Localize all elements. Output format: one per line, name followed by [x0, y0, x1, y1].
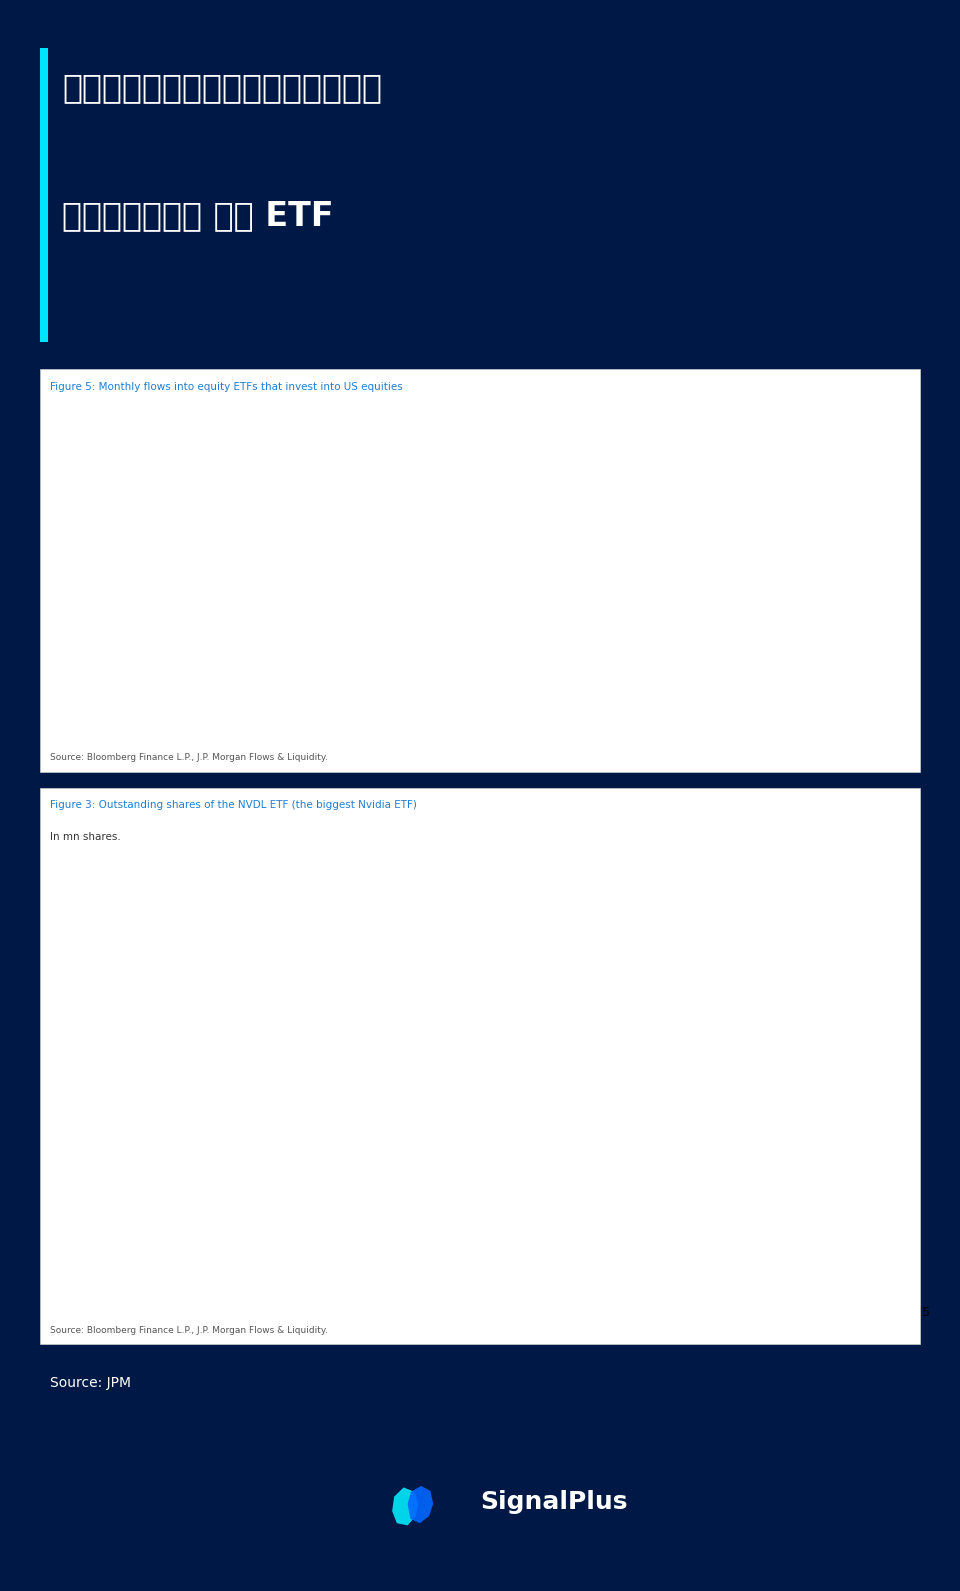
Polygon shape	[393, 1488, 419, 1526]
Bar	[842, 708, 874, 710]
Bar	[391, 593, 422, 708]
Bar	[757, 698, 789, 708]
Bar	[422, 681, 454, 708]
Text: Figure 3: Outstanding shares of the NVDL ETF (the biggest Nvidia ETF): Figure 3: Outstanding shares of the NVDL…	[50, 800, 417, 810]
Bar	[642, 676, 674, 708]
Text: Source: Bloomberg Finance L.P., J.P. Morgan Flows & Liquidity.: Source: Bloomberg Finance L.P., J.P. Mor…	[50, 753, 327, 762]
Bar	[339, 684, 371, 708]
Bar	[674, 675, 706, 708]
Legend: US Domiciled, non-US Domiciled: US Domiciled, non-US Domiciled	[765, 433, 904, 466]
Bar	[224, 643, 255, 708]
Bar	[307, 632, 339, 708]
Text: In mn shares.: In mn shares.	[50, 832, 121, 842]
Bar	[507, 636, 539, 708]
Bar	[474, 480, 507, 708]
Bar	[590, 646, 622, 708]
Bar	[171, 675, 204, 708]
Text: Source: JPM: Source: JPM	[50, 1376, 131, 1391]
Text: 美国散户在市场回调期间仍持续买入: 美国散户在市场回调期间仍持续买入	[62, 72, 382, 105]
Text: Figure 5: Monthly flows into equity ETFs that invest into US equities: Figure 5: Monthly flows into equity ETFs…	[50, 382, 402, 391]
Bar	[139, 571, 171, 708]
Text: （并坚持持有） 股票 ETF: （并坚持持有） 股票 ETF	[62, 199, 334, 232]
Bar	[809, 667, 842, 708]
Bar	[255, 689, 287, 708]
Bar	[559, 498, 590, 708]
Text: Source: Bloomberg Finance L.P., J.P. Morgan Flows & Liquidity.: Source: Bloomberg Finance L.P., J.P. Mor…	[50, 1325, 327, 1335]
Bar	[726, 636, 757, 708]
Polygon shape	[408, 1486, 433, 1523]
Text: SignalPlus: SignalPlus	[480, 1489, 628, 1515]
